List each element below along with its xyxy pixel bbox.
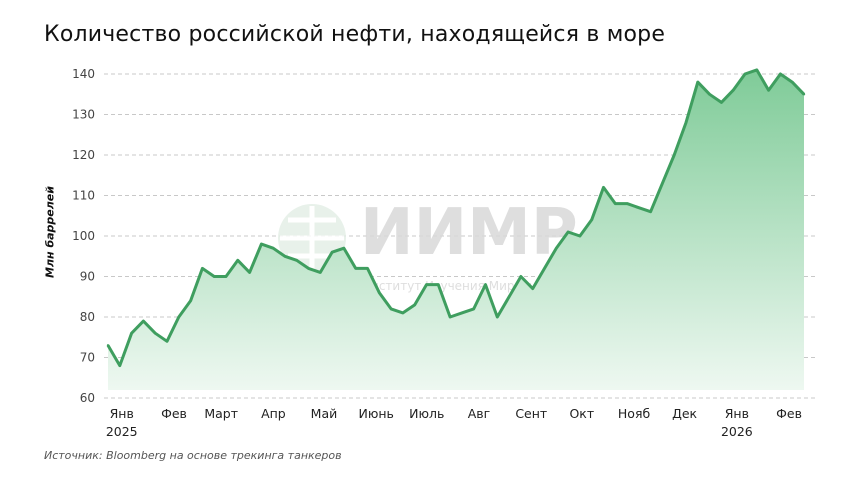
data-point [342,246,346,250]
data-point [602,186,605,189]
data-point [460,311,464,315]
x-tick-label: Июль [409,406,444,421]
source-note: Источник: Bloomberg на основе трекинга т… [44,449,342,462]
data-point [283,255,287,258]
data-point [142,319,145,323]
area-fill [108,69,804,391]
x-tick-label: Нояб [618,406,651,421]
data-point [779,72,782,76]
data-point [153,332,157,335]
watermark-logo: ИИМР [360,196,578,270]
data-point [673,153,676,157]
data-point [802,93,806,96]
y-tick-label: 100 [72,229,95,243]
x-tick-label: Фев [776,406,802,421]
x-tick-label: Янв [110,406,134,421]
x-tick-year: 2025 [106,424,138,439]
x-tick-label: Дек [672,406,697,421]
x-tick-label: Янв [725,406,749,421]
y-tick-label: 140 [72,67,95,81]
data-point [106,344,110,347]
x-tick-year: 2026 [721,424,753,439]
data-point [614,202,617,205]
data-point [295,259,298,262]
data-point [496,315,499,319]
x-tick-label: Апр [261,406,286,421]
y-tick-label: 130 [72,108,95,122]
data-point [661,182,664,185]
data-point [189,299,192,302]
data-point [201,267,204,270]
y-tick-label: 120 [72,148,95,162]
data-point [743,72,747,76]
data-point [484,283,487,286]
data-point [366,267,369,270]
data-point [684,121,688,124]
x-tick-label: Окт [569,406,594,421]
data-point [378,291,381,294]
data-point [767,89,770,92]
data-point [319,271,322,274]
data-point [165,340,169,343]
data-point [507,295,511,298]
data-point [118,364,121,367]
data-point [271,246,275,250]
y-tick-label: 80 [80,310,95,324]
data-point [590,218,593,221]
data-point [637,206,641,209]
data-point [566,230,570,234]
data-point [354,267,357,270]
y-tick-label: 110 [72,189,95,203]
x-tick-label: Май [311,406,338,421]
data-point [791,80,794,84]
data-point [425,283,428,286]
y-tick-label: 60 [80,391,95,405]
data-point [330,251,334,254]
y-tick-label: 70 [80,351,95,365]
y-tick-label: 90 [80,270,95,284]
data-point [555,246,558,250]
data-point [448,315,452,319]
x-tick-label: Июнь [358,406,393,421]
data-point [472,307,475,311]
data-point [413,303,416,307]
data-point [224,275,228,278]
data-point [543,267,546,270]
x-tick-label: Авг [468,406,491,421]
x-tick-label: Фев [161,406,187,421]
data-point [437,283,440,286]
data-point [578,234,582,238]
data-point [519,275,523,278]
data-point [755,68,759,72]
data-point [236,259,239,262]
data-point [130,332,133,335]
data-point [248,271,251,274]
x-tick-label: Март [204,406,238,421]
data-point [696,80,700,84]
series-line [106,68,806,368]
data-point [732,89,735,92]
data-point [401,311,405,315]
x-tick-label: Сент [515,406,547,421]
data-point [625,202,629,205]
data-point [389,307,393,311]
data-point [260,242,263,246]
data-point [649,210,652,213]
data-point [531,287,534,290]
data-point [307,267,310,270]
data-point [212,275,216,278]
data-point [720,101,723,104]
data-point [708,93,711,96]
data-point [177,315,180,319]
chart-title: Количество российской нефти, находящейся… [44,22,666,47]
